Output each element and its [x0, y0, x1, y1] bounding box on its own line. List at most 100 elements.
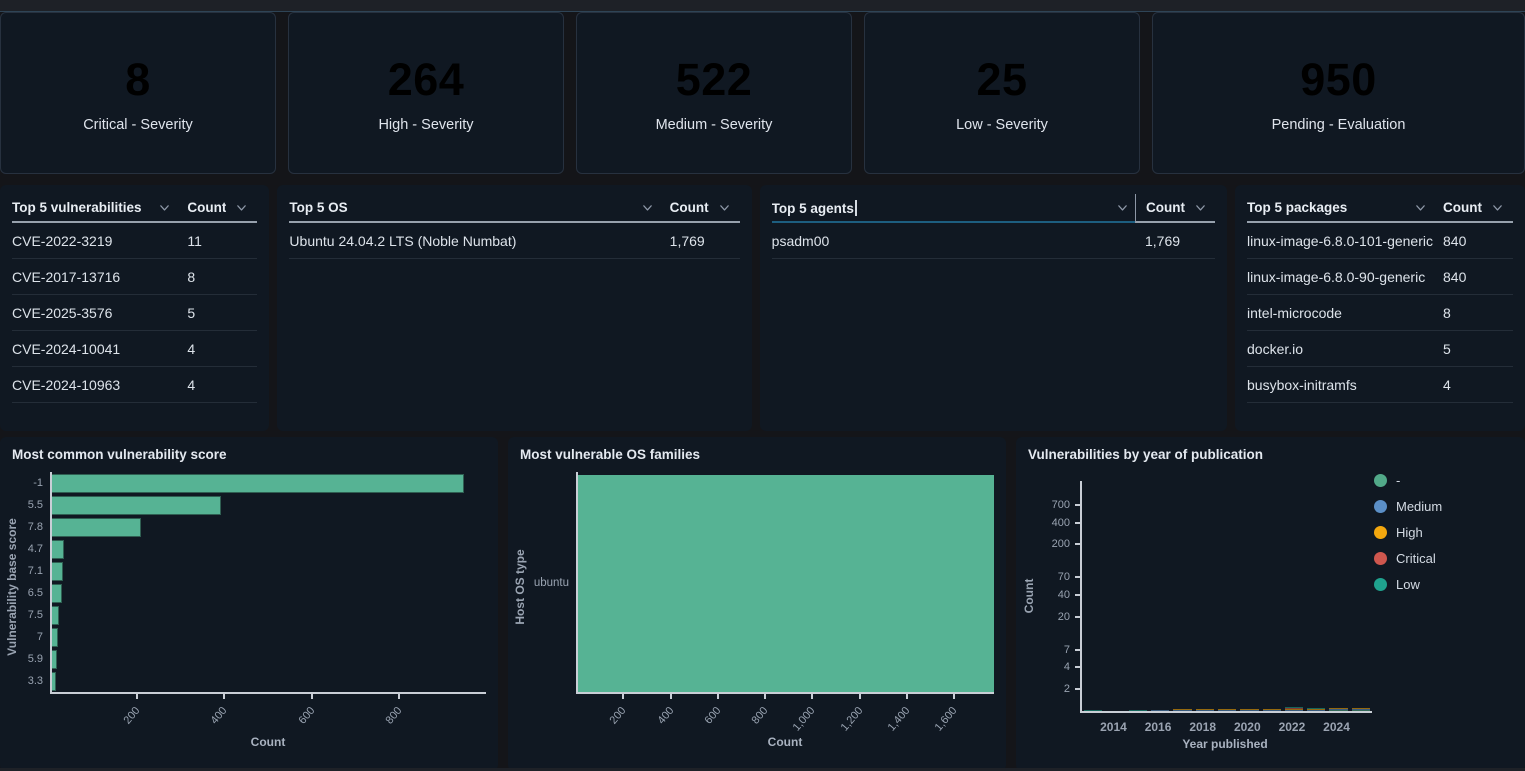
bar-score-7[interactable]: [52, 628, 58, 647]
table-header-row: Top 5 vulnerabilitiesCount: [12, 194, 257, 223]
column-header-count[interactable]: Count: [177, 194, 257, 223]
segment--[interactable]: [1329, 710, 1347, 711]
bar-slots: [1082, 481, 1372, 711]
bar-score-3.3[interactable]: [52, 672, 56, 691]
segment-medium[interactable]: [1196, 710, 1214, 711]
bar-score-5.5[interactable]: [52, 496, 221, 515]
chevron-down-icon[interactable]: [641, 201, 654, 214]
bar-row: [52, 582, 486, 604]
stacked-bar-2013[interactable]: [1084, 710, 1102, 711]
chevron-down-icon[interactable]: [1116, 201, 1129, 214]
chart-title: Most common vulnerability score: [12, 447, 486, 462]
bar-score-5.9[interactable]: [52, 650, 57, 669]
column-header-field-editing[interactable]: Top 5 agents: [772, 194, 1135, 223]
stacked-bar-2021[interactable]: [1263, 709, 1281, 711]
segment-medium[interactable]: [1285, 710, 1303, 711]
stacked-bar-2025[interactable]: [1352, 708, 1370, 711]
column-header-field[interactable]: Top 5 packages: [1247, 194, 1433, 223]
table-row[interactable]: CVE-2024-100414: [12, 331, 257, 367]
table-row[interactable]: linux-image-6.8.0-101-generic840: [1247, 223, 1513, 259]
bar-score-6.5[interactable]: [52, 584, 62, 603]
text-cursor: [855, 200, 857, 216]
column-header-count[interactable]: Count: [660, 194, 740, 223]
row-name: CVE-2024-10041: [12, 341, 177, 357]
table-row[interactable]: CVE-2025-35765: [12, 295, 257, 331]
table-row[interactable]: docker.io5: [1247, 331, 1513, 367]
stacked-bar-2023[interactable]: [1307, 708, 1325, 711]
chevron-down-icon[interactable]: [1491, 201, 1504, 214]
stat-value: 25: [976, 54, 1027, 106]
stacked-bar-2020[interactable]: [1240, 709, 1258, 711]
segment--[interactable]: [1352, 710, 1370, 711]
legend-item-critical[interactable]: Critical: [1374, 551, 1442, 566]
stacked-bar-2018[interactable]: [1196, 709, 1214, 711]
bar-row: [52, 626, 486, 648]
table-row[interactable]: busybox-initramfs4: [1247, 367, 1513, 403]
bar-score-7.8[interactable]: [52, 518, 141, 537]
chart-by-year: Vulnerabilities by year of publication C…: [1016, 437, 1525, 771]
row-count: 1,769: [1135, 233, 1215, 249]
segment-low[interactable]: [1084, 710, 1102, 711]
row-name: CVE-2024-10963: [12, 377, 177, 393]
segment-medium[interactable]: [1173, 710, 1191, 711]
bar-score-7.1[interactable]: [52, 562, 63, 581]
year-slot-2015: [1127, 481, 1149, 711]
segment-medium[interactable]: [1218, 710, 1236, 711]
row-name: CVE-2017-13716: [12, 269, 177, 285]
legend-item-high[interactable]: High: [1374, 525, 1442, 540]
column-header-field[interactable]: Top 5 OS: [289, 194, 659, 223]
segment-medium[interactable]: [1240, 710, 1258, 711]
table-row[interactable]: CVE-2017-137168: [12, 259, 257, 295]
legend-dot-icon: [1374, 474, 1387, 487]
chevron-down-icon[interactable]: [235, 201, 248, 214]
legend-item--[interactable]: -: [1374, 473, 1442, 488]
chevron-down-icon[interactable]: [1414, 201, 1427, 214]
axis-tick-mark: [717, 694, 719, 699]
y-tick-label: 700: [1052, 499, 1070, 511]
column-header-count[interactable]: Count: [1433, 194, 1513, 223]
stacked-bar-2019[interactable]: [1218, 709, 1236, 711]
segment-low[interactable]: [1129, 710, 1147, 711]
table-row[interactable]: CVE-2022-321911: [12, 223, 257, 259]
bar-score-7.5[interactable]: [52, 606, 59, 625]
legend-label: Medium: [1396, 499, 1442, 514]
column-header-field[interactable]: Top 5 vulnerabilities: [12, 194, 177, 223]
legend-item-medium[interactable]: Medium: [1374, 499, 1442, 514]
segment-medium[interactable]: [1263, 710, 1281, 711]
y-tick-label: 20: [1058, 611, 1070, 623]
stat-value: 8: [125, 54, 151, 106]
column-header-label: Count: [1146, 200, 1185, 215]
bar-ubuntu[interactable]: [578, 475, 994, 692]
row-name: CVE-2025-3576: [12, 305, 177, 321]
table-row[interactable]: psadm001,769: [772, 223, 1215, 259]
y-tick-label: 5.5: [12, 494, 50, 516]
legend-item-low[interactable]: Low: [1374, 577, 1442, 592]
stacked-bar-2024[interactable]: [1329, 708, 1347, 711]
year-slot-2019: [1216, 481, 1238, 711]
stacked-bar-2022[interactable]: [1285, 707, 1303, 711]
chevron-down-icon[interactable]: [1194, 201, 1207, 214]
stat-value: 522: [676, 54, 753, 106]
table-top5-packages: Top 5 packagesCountlinux-image-6.8.0-101…: [1235, 185, 1525, 431]
column-header-count[interactable]: Count: [1135, 194, 1215, 223]
y-axis-ticks: 247204070200400700: [1042, 481, 1080, 711]
stacked-bar-2017[interactable]: [1173, 709, 1191, 711]
chevron-down-icon[interactable]: [158, 201, 171, 214]
stacked-bar-2016[interactable]: [1151, 710, 1169, 711]
table-row[interactable]: linux-image-6.8.0-90-generic840: [1247, 259, 1513, 295]
year-slot-2018: [1194, 481, 1216, 711]
segment-medium[interactable]: [1151, 710, 1169, 711]
y-axis-title: Count: [1022, 579, 1036, 614]
table-row[interactable]: intel-microcode8: [1247, 295, 1513, 331]
legend-dot-icon: [1374, 526, 1387, 539]
bar-score-4.7[interactable]: [52, 540, 64, 559]
table-row[interactable]: CVE-2024-109634: [12, 367, 257, 403]
bar-score--1[interactable]: [52, 474, 464, 493]
chevron-down-icon[interactable]: [718, 201, 731, 214]
year-slot-2023: [1305, 481, 1327, 711]
axis-tick-mark: [906, 694, 908, 699]
stat-card-pending: 950 Pending - Evaluation: [1152, 12, 1525, 174]
segment-medium[interactable]: [1307, 710, 1325, 711]
table-row[interactable]: Ubuntu 24.04.2 LTS (Noble Numbat)1,769: [289, 223, 739, 259]
stacked-bar-2015[interactable]: [1129, 710, 1147, 711]
